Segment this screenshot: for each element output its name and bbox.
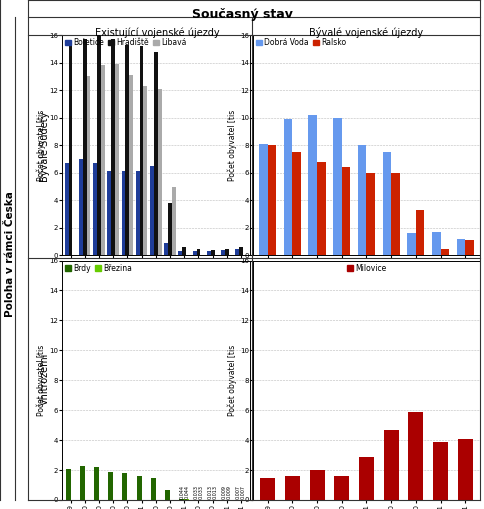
Bar <box>259 144 268 256</box>
Bar <box>366 173 375 256</box>
Bar <box>285 476 300 500</box>
Bar <box>83 39 87 256</box>
Bar <box>384 430 398 500</box>
Bar <box>140 46 143 256</box>
Bar <box>108 471 113 500</box>
Text: 0.044: 0.044 <box>179 485 184 499</box>
Bar <box>211 250 214 256</box>
Text: Bývalé Sudety: Bývalé Sudety <box>40 111 50 182</box>
Text: Vnitrozemí: Vnitrozemí <box>40 353 50 405</box>
Y-axis label: Počet obyvatel [tis: Počet obyvatel [tis <box>227 109 237 181</box>
Bar <box>225 248 229 256</box>
Bar <box>458 439 472 500</box>
Text: 0.007: 0.007 <box>236 485 241 499</box>
Bar <box>433 442 448 500</box>
Bar <box>111 39 115 256</box>
Text: Existující vojenské újezdy: Existující vojenské újezdy <box>95 27 219 38</box>
Bar <box>179 499 184 500</box>
Bar <box>465 240 474 256</box>
Bar <box>143 86 147 256</box>
Bar <box>334 476 349 500</box>
Bar <box>122 473 127 500</box>
Bar <box>407 234 416 256</box>
Bar <box>333 118 342 256</box>
Bar <box>358 145 366 256</box>
Legend: Dobrá Voda, Ralsko: Dobrá Voda, Ralsko <box>253 35 349 50</box>
Legend: Boletice, Hradiště, Libavá: Boletice, Hradiště, Libavá <box>62 35 190 50</box>
Bar <box>136 476 142 500</box>
Text: 0.013: 0.013 <box>208 485 212 499</box>
Text: 0.007: 0.007 <box>241 485 246 499</box>
Text: 0.044: 0.044 <box>184 485 189 499</box>
Bar <box>408 412 423 500</box>
Bar <box>235 248 239 256</box>
Bar <box>179 251 182 256</box>
Bar <box>432 232 440 256</box>
Bar <box>121 172 125 256</box>
Bar <box>94 467 99 500</box>
Bar <box>80 466 85 500</box>
Bar <box>154 51 158 256</box>
Bar <box>268 145 276 256</box>
Text: Poloha v rámci Česka: Poloha v rámci Česka <box>5 191 15 318</box>
Bar <box>182 247 186 256</box>
Bar <box>197 248 200 256</box>
Bar <box>93 163 97 256</box>
Bar <box>284 119 292 256</box>
Bar <box>172 187 176 256</box>
Bar <box>207 251 211 256</box>
Text: 0.013: 0.013 <box>212 485 218 499</box>
Bar <box>359 457 374 500</box>
Bar <box>87 76 91 256</box>
Bar <box>184 499 189 500</box>
Bar <box>221 250 225 256</box>
Bar <box>65 469 71 500</box>
Y-axis label: Počet obyvatel [tis: Počet obyvatel [tis <box>37 109 46 181</box>
Bar <box>292 152 301 256</box>
Bar <box>151 477 156 500</box>
Bar <box>317 162 326 256</box>
Text: 0.033: 0.033 <box>198 485 203 499</box>
Bar <box>416 210 424 256</box>
Bar <box>164 243 168 256</box>
Bar <box>382 152 391 256</box>
Bar <box>125 45 129 256</box>
Bar <box>260 477 275 500</box>
Legend: Milovice: Milovice <box>344 261 389 276</box>
Y-axis label: Počet obyvatel [tis: Počet obyvatel [tis <box>227 345 237 416</box>
Bar <box>65 163 69 256</box>
Bar <box>391 173 400 256</box>
Text: Současný stav: Současný stav <box>192 8 292 21</box>
Text: 0.009: 0.009 <box>227 485 232 499</box>
Text: 0.009: 0.009 <box>222 485 227 499</box>
Bar <box>310 470 325 500</box>
Bar <box>308 115 317 256</box>
Bar <box>69 45 73 256</box>
Bar <box>115 64 119 256</box>
Bar <box>136 172 140 256</box>
Bar <box>456 239 465 256</box>
Bar <box>342 167 350 256</box>
Bar <box>440 248 449 256</box>
Bar <box>158 89 162 256</box>
Bar <box>101 65 105 256</box>
Text: 0.033: 0.033 <box>194 485 198 499</box>
Bar <box>79 159 83 256</box>
Bar <box>107 172 111 256</box>
Text: Bývalé vojenské újezdy: Bývalé vojenské újezdy <box>309 27 423 38</box>
Legend: Brdy, Březina: Brdy, Březina <box>62 261 135 276</box>
Bar <box>239 247 243 256</box>
Bar <box>150 166 154 256</box>
Bar <box>168 203 172 256</box>
Y-axis label: Počet obyvatel [tis: Počet obyvatel [tis <box>37 345 46 416</box>
Bar <box>165 490 170 500</box>
Bar <box>129 75 133 256</box>
Bar <box>97 36 101 256</box>
Bar <box>193 251 197 256</box>
